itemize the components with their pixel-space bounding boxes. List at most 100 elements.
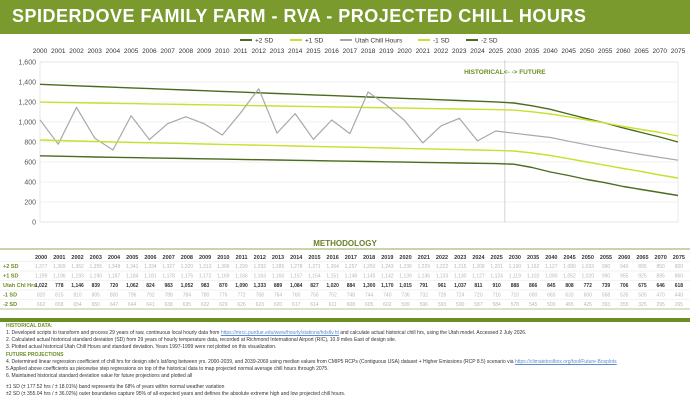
- table-cell: 1,127: [545, 264, 558, 270]
- table-cell: 617: [292, 302, 301, 308]
- table-cell: 1,313: [199, 264, 212, 270]
- x-tick-label: 2020: [397, 48, 412, 55]
- x-tick-label: 2018: [361, 48, 376, 55]
- table-cell: 602: [383, 302, 392, 308]
- table-cell: 845: [547, 283, 556, 289]
- table-cell: 1,148: [345, 274, 358, 280]
- table-cell: 1,139: [399, 274, 412, 280]
- table-cell: 740: [383, 293, 392, 299]
- table-cell: 1,199: [35, 274, 48, 280]
- table-header-cell: 2003: [90, 255, 102, 261]
- table-cell: 791: [420, 283, 429, 289]
- table-cell: 1,080: [545, 274, 558, 280]
- table-header-cell: 2000: [35, 255, 47, 261]
- table-cell: 650: [92, 302, 101, 308]
- table-cell: 1,190: [90, 274, 103, 280]
- table-cell: 635: [183, 302, 192, 308]
- table-row-label: Utah Chl Hrs: [3, 283, 36, 289]
- x-tick-label: 2030: [507, 48, 522, 55]
- x-tick-label: 2050: [580, 48, 595, 55]
- table-header-cell: 2022: [436, 255, 448, 261]
- table-cell: 983: [201, 283, 210, 289]
- table-cell: 1,187: [108, 274, 121, 280]
- table-cell: 1,033: [582, 264, 595, 270]
- table-cell: 720: [474, 293, 483, 299]
- table-cell: 860: [675, 274, 684, 280]
- table-header-cell: 2007: [163, 255, 175, 261]
- table-header-cell: 2005: [126, 255, 138, 261]
- table-cell: 1,250: [363, 264, 376, 270]
- purdue-link[interactable]: https://mrcc.purdue.edu/www/hourly/stati…: [220, 330, 339, 336]
- series-line: [39, 83, 679, 143]
- table-cell: 675: [638, 283, 647, 289]
- table-header-cell: 2018: [363, 255, 375, 261]
- page-title: SPIDERDOVE FAMILY FARM - RVA - PROJECTED…: [12, 6, 587, 26]
- table-cell: 1,157: [290, 274, 303, 280]
- table-cell: 1,264: [326, 264, 339, 270]
- table-cell: 295: [656, 302, 665, 308]
- x-tick-label: 2015: [306, 48, 321, 55]
- table-cell: 1,355: [90, 264, 103, 270]
- table-row-label: +1 SD: [3, 274, 18, 280]
- x-tick-label: 2014: [288, 48, 303, 55]
- x-tick-label: 2006: [142, 48, 157, 55]
- table-cell: 1,196: [53, 274, 66, 280]
- table-cell: 1,236: [399, 264, 412, 270]
- table-cell: 1,172: [199, 274, 212, 280]
- x-tick-label: 2019: [379, 48, 394, 55]
- table-cell: 764: [274, 293, 283, 299]
- x-tick-label: 2008: [179, 48, 194, 55]
- table-cell: 1,362: [71, 264, 84, 270]
- y-tick-label: 800: [24, 140, 36, 147]
- table-cell: 596: [420, 302, 429, 308]
- x-tick-label: 2001: [51, 48, 66, 55]
- table-cell: 611: [329, 302, 337, 308]
- table-cell: 736: [401, 293, 410, 299]
- table-cell: 1,285: [272, 264, 285, 270]
- table-cell: 1,037: [454, 283, 467, 289]
- x-tick-label: 2017: [343, 48, 358, 55]
- table-cell: 720: [110, 283, 119, 289]
- table-header-cell: 2024: [472, 255, 485, 261]
- table-header-cell: 2035: [527, 255, 539, 261]
- table-cell: 584: [492, 302, 501, 308]
- table-header-cell: 2075: [673, 255, 685, 261]
- table-header-cell: 2015: [308, 255, 320, 261]
- table-cell: 578: [511, 302, 520, 308]
- table-cell: 632: [201, 302, 210, 308]
- table-cell: 870: [219, 283, 228, 289]
- note-4: 4. Determined linear regression coeffici…: [6, 359, 688, 366]
- table-cell: 1,170: [381, 283, 394, 289]
- table-header-cell: 2002: [71, 255, 83, 261]
- table-cell: 500: [547, 302, 556, 308]
- x-tick-label: 2024: [470, 48, 485, 55]
- table-cell: 1,201: [490, 264, 503, 270]
- table-cell: 724: [456, 293, 465, 299]
- table-cell: 1,369: [53, 264, 66, 270]
- x-tick-label: 2000: [33, 48, 48, 55]
- table-cell: 1,119: [509, 274, 521, 280]
- table-cell: 593: [438, 302, 447, 308]
- legend-label: -1 SD: [433, 38, 450, 45]
- table-header-cell: 2004: [108, 255, 121, 261]
- x-tick-label: 2011: [234, 48, 248, 55]
- table-cell: 1,160: [272, 274, 285, 280]
- table-cell: 760: [292, 293, 301, 299]
- table-cell: 587: [474, 302, 483, 308]
- note-2: 2. Calculated actual historical standard…: [6, 337, 397, 343]
- table-header-cell: 2070: [655, 255, 667, 261]
- x-tick-label: 2060: [616, 48, 631, 55]
- table-cell: 1,052: [181, 283, 194, 289]
- climate-toolbox-link[interactable]: https://climatetoolbox.org/tool/Future-B…: [514, 359, 617, 365]
- table-cell: 1,175: [181, 274, 194, 280]
- table-cell: 1,151: [326, 274, 339, 280]
- table-cell: 1,178: [162, 274, 175, 280]
- note-1-tail: and calculate actual historical chill hr…: [338, 330, 527, 336]
- methodology-notes: HISTORICAL DATA: 1. Developed scripts to…: [6, 322, 688, 398]
- divider-label: HISTORICAL<- -> FUTURE: [464, 69, 546, 76]
- table-cell: 535: [620, 293, 629, 299]
- x-tick-label: 2045: [561, 48, 576, 55]
- x-tick-label: 2070: [653, 48, 668, 55]
- table-cell: 1,190: [509, 264, 522, 270]
- table-header-cell: 2045: [563, 255, 575, 261]
